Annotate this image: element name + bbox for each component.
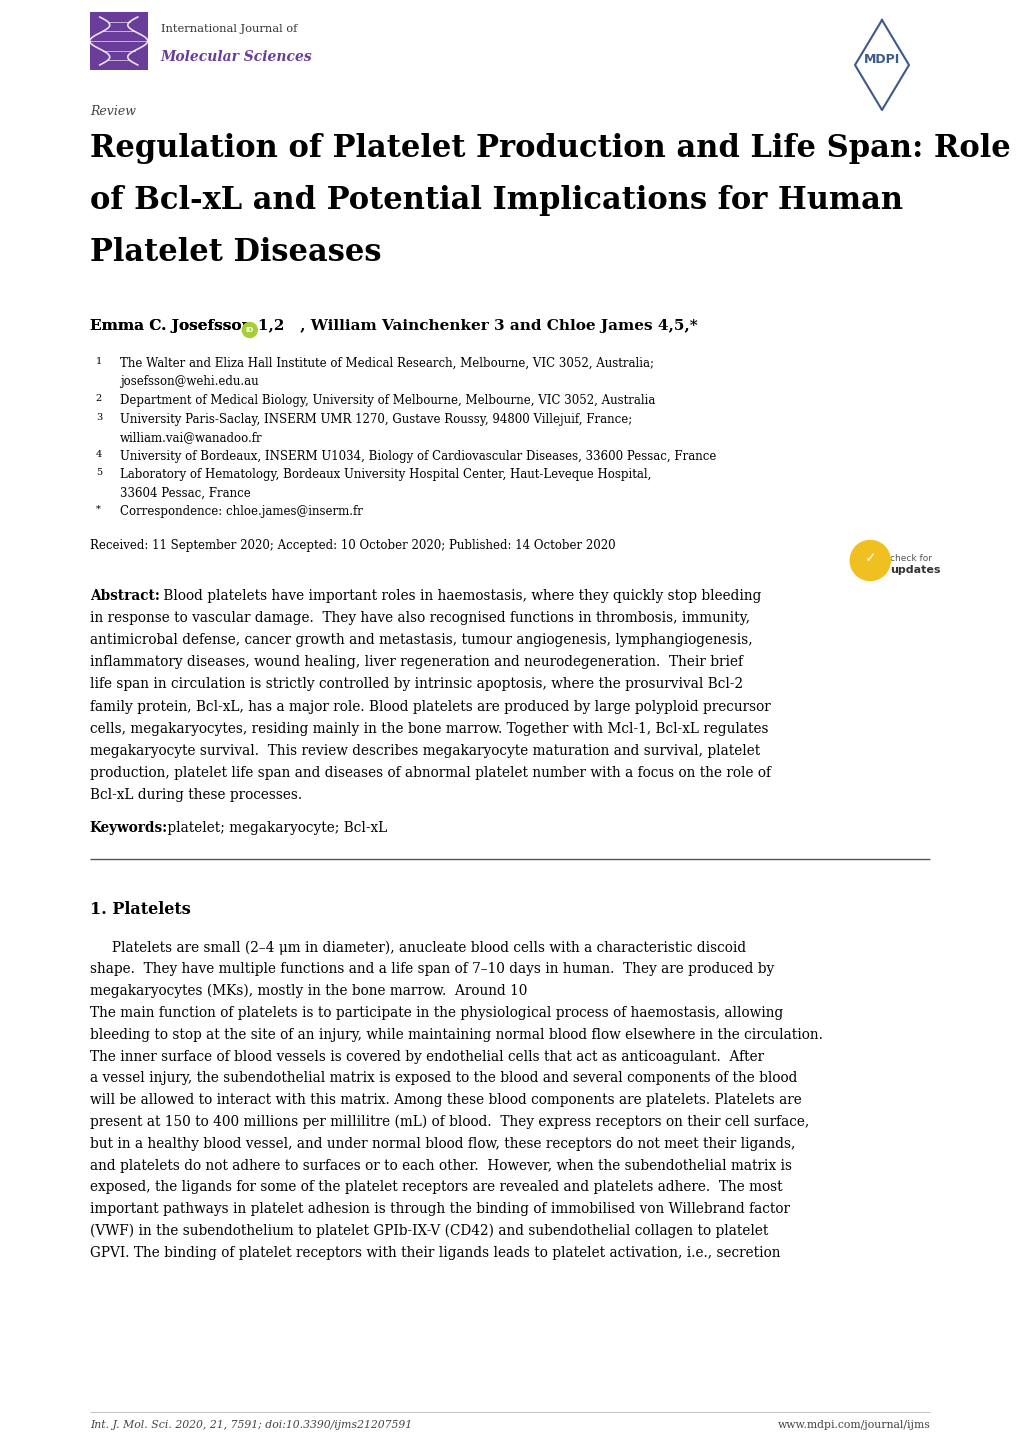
- Text: 1. Platelets: 1. Platelets: [90, 900, 191, 917]
- Text: Int. J. Mol. Sci. 2020, 21, 7591; doi:10.3390/ijms21207591: Int. J. Mol. Sci. 2020, 21, 7591; doi:10…: [90, 1420, 412, 1430]
- Text: cells, megakaryocytes, residing mainly in the bone marrow. Together with Mcl-1, : cells, megakaryocytes, residing mainly i…: [90, 721, 767, 735]
- Text: Blood platelets have important roles in haemostasis, where they quickly stop ble: Blood platelets have important roles in …: [159, 588, 760, 603]
- Text: production, platelet life span and diseases of abnormal platelet number with a f: production, platelet life span and disea…: [90, 766, 770, 780]
- Text: The Walter and Eliza Hall Institute of Medical Research, Melbourne, VIC 3052, Au: The Walter and Eliza Hall Institute of M…: [119, 358, 653, 371]
- Text: University of Bordeaux, INSERM U1034, Biology of Cardiovascular Diseases, 33600 : University of Bordeaux, INSERM U1034, Bi…: [119, 450, 715, 463]
- Text: Emma C. Josefsson 1,2   , William Vainchenker 3 and Chloe James 4,5,*: Emma C. Josefsson 1,2 , William Vainchen…: [90, 319, 697, 333]
- Text: Review: Review: [90, 105, 136, 118]
- Text: Regulation of Platelet Production and Life Span: Role: Regulation of Platelet Production and Li…: [90, 133, 1010, 164]
- Text: 4: 4: [96, 450, 102, 459]
- Text: important pathways in platelet adhesion is through the binding of immobilised vo: important pathways in platelet adhesion …: [90, 1203, 789, 1216]
- Text: antimicrobal defense, cancer growth and metastasis, tumour angiogenesis, lymphan: antimicrobal defense, cancer growth and …: [90, 633, 752, 647]
- Text: Emma C. Josefsson: Emma C. Josefsson: [90, 319, 258, 333]
- Circle shape: [850, 541, 890, 581]
- Text: 5: 5: [96, 469, 102, 477]
- Text: megakaryocytes (MKs), mostly in the bone marrow.  Around 10: megakaryocytes (MKs), mostly in the bone…: [90, 983, 527, 998]
- Text: University Paris-Saclay, INSERM UMR 1270, Gustave Roussy, 94800 Villejuif, Franc: University Paris-Saclay, INSERM UMR 1270…: [119, 412, 632, 425]
- Text: inflammatory diseases, wound healing, liver regeneration and neurodegeneration. : inflammatory diseases, wound healing, li…: [90, 655, 742, 669]
- Text: www.mdpi.com/journal/ijms: www.mdpi.com/journal/ijms: [776, 1420, 929, 1430]
- Text: bleeding to stop at the site of an injury, while maintaining normal blood flow e: bleeding to stop at the site of an injur…: [90, 1028, 822, 1041]
- Text: Platelets are small (2–4 μm in diameter), anucleate blood cells with a character: Platelets are small (2–4 μm in diameter)…: [90, 940, 745, 955]
- Text: GPVI. The binding of platelet receptors with their ligands leads to platelet act: GPVI. The binding of platelet receptors …: [90, 1246, 780, 1260]
- Text: iD: iD: [246, 327, 254, 333]
- Text: william.vai@wanadoo.fr: william.vai@wanadoo.fr: [119, 431, 262, 444]
- Text: ✓: ✓: [863, 551, 875, 565]
- Text: in response to vascular damage.  They have also recognised functions in thrombos: in response to vascular damage. They hav…: [90, 611, 749, 624]
- Text: shape.  They have multiple functions and a life span of 7–10 days in human.  The: shape. They have multiple functions and …: [90, 962, 773, 976]
- Text: International Journal of: International Journal of: [161, 25, 297, 35]
- Text: and platelets do not adhere to surfaces or to each other.  However, when the sub: and platelets do not adhere to surfaces …: [90, 1158, 791, 1172]
- Text: Department of Medical Biology, University of Melbourne, Melbourne, VIC 3052, Aus: Department of Medical Biology, Universit…: [119, 394, 654, 407]
- Text: 1: 1: [96, 358, 102, 366]
- Text: MDPI: MDPI: [863, 53, 899, 66]
- Circle shape: [243, 323, 257, 337]
- Text: a vessel injury, the subendothelial matrix is exposed to the blood and several c: a vessel injury, the subendothelial matr…: [90, 1071, 797, 1086]
- Text: Correspondence: chloe.james@inserm.fr: Correspondence: chloe.james@inserm.fr: [119, 505, 363, 518]
- Text: of Bcl-xL and Potential Implications for Human: of Bcl-xL and Potential Implications for…: [90, 185, 902, 216]
- Text: present at 150 to 400 millions per millilitre (mL) of blood.  They express recep: present at 150 to 400 millions per milli…: [90, 1115, 808, 1129]
- Text: Received: 11 September 2020; Accepted: 10 October 2020; Published: 14 October 20: Received: 11 September 2020; Accepted: 1…: [90, 538, 614, 551]
- Text: Abstract:: Abstract:: [90, 588, 160, 603]
- Text: Bcl-xL during these processes.: Bcl-xL during these processes.: [90, 789, 302, 802]
- Text: (VWF) in the subendothelium to platelet GPIb-IX-V (CD42) and subendothelial coll: (VWF) in the subendothelium to platelet …: [90, 1224, 767, 1239]
- Text: exposed, the ligands for some of the platelet receptors are revealed and platele: exposed, the ligands for some of the pla…: [90, 1181, 782, 1194]
- Text: family protein, Bcl-xL, has a major role. Blood platelets are produced by large : family protein, Bcl-xL, has a major role…: [90, 699, 769, 714]
- Text: Keywords:: Keywords:: [90, 820, 168, 835]
- FancyBboxPatch shape: [90, 12, 148, 71]
- Text: Platelet Diseases: Platelet Diseases: [90, 236, 381, 268]
- Text: *: *: [96, 505, 101, 513]
- Text: 3: 3: [96, 412, 102, 421]
- Text: life span in circulation is strictly controlled by intrinsic apoptosis, where th: life span in circulation is strictly con…: [90, 678, 742, 691]
- Text: megakaryocyte survival.  This review describes megakaryocyte maturation and surv: megakaryocyte survival. This review desc…: [90, 744, 759, 758]
- Text: but in a healthy blood vessel, and under normal blood flow, these receptors do n: but in a healthy blood vessel, and under…: [90, 1136, 795, 1151]
- Text: platelet; megakaryocyte; Bcl-xL: platelet; megakaryocyte; Bcl-xL: [163, 820, 386, 835]
- Text: josefsson@wehi.edu.au: josefsson@wehi.edu.au: [119, 375, 258, 388]
- Text: updates: updates: [890, 564, 940, 574]
- Text: check for: check for: [890, 554, 931, 562]
- Text: The inner surface of blood vessels is covered by endothelial cells that act as a: The inner surface of blood vessels is co…: [90, 1050, 763, 1064]
- Text: will be allowed to interact with this matrix. Among these blood components are p: will be allowed to interact with this ma…: [90, 1093, 801, 1107]
- Text: 33604 Pessac, France: 33604 Pessac, France: [119, 486, 251, 499]
- Text: 2: 2: [96, 394, 102, 402]
- Text: Laboratory of Hematology, Bordeaux University Hospital Center, Haut-Leveque Hosp: Laboratory of Hematology, Bordeaux Unive…: [119, 469, 650, 482]
- Text: The main function of platelets is to participate in the physiological process of: The main function of platelets is to par…: [90, 1007, 783, 1019]
- Text: Molecular Sciences: Molecular Sciences: [161, 50, 312, 63]
